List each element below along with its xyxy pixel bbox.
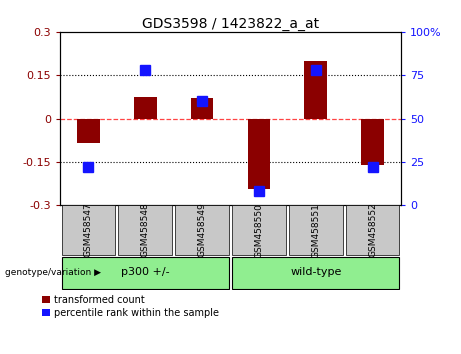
Bar xyxy=(361,119,384,165)
Legend: transformed count, percentile rank within the sample: transformed count, percentile rank withi… xyxy=(42,295,219,318)
Bar xyxy=(134,97,157,119)
Bar xyxy=(232,257,399,289)
Bar xyxy=(232,205,286,255)
Bar xyxy=(304,61,327,119)
Text: genotype/variation ▶: genotype/variation ▶ xyxy=(5,268,100,277)
Text: GSM458549: GSM458549 xyxy=(198,203,207,257)
Text: GSM458551: GSM458551 xyxy=(311,202,320,258)
Title: GDS3598 / 1423822_a_at: GDS3598 / 1423822_a_at xyxy=(142,17,319,31)
Bar xyxy=(62,257,229,289)
Bar xyxy=(248,119,270,189)
Text: GSM458547: GSM458547 xyxy=(84,203,93,257)
Text: p300 +/-: p300 +/- xyxy=(121,267,170,277)
Bar xyxy=(77,119,100,143)
Bar xyxy=(118,205,172,255)
Text: GSM458552: GSM458552 xyxy=(368,203,377,257)
Bar xyxy=(175,205,229,255)
Text: wild-type: wild-type xyxy=(290,267,342,277)
Text: GSM458548: GSM458548 xyxy=(141,203,150,257)
Text: GSM458550: GSM458550 xyxy=(254,202,263,258)
Bar xyxy=(62,205,115,255)
Bar xyxy=(191,98,213,119)
Bar xyxy=(289,205,343,255)
Bar xyxy=(346,205,399,255)
